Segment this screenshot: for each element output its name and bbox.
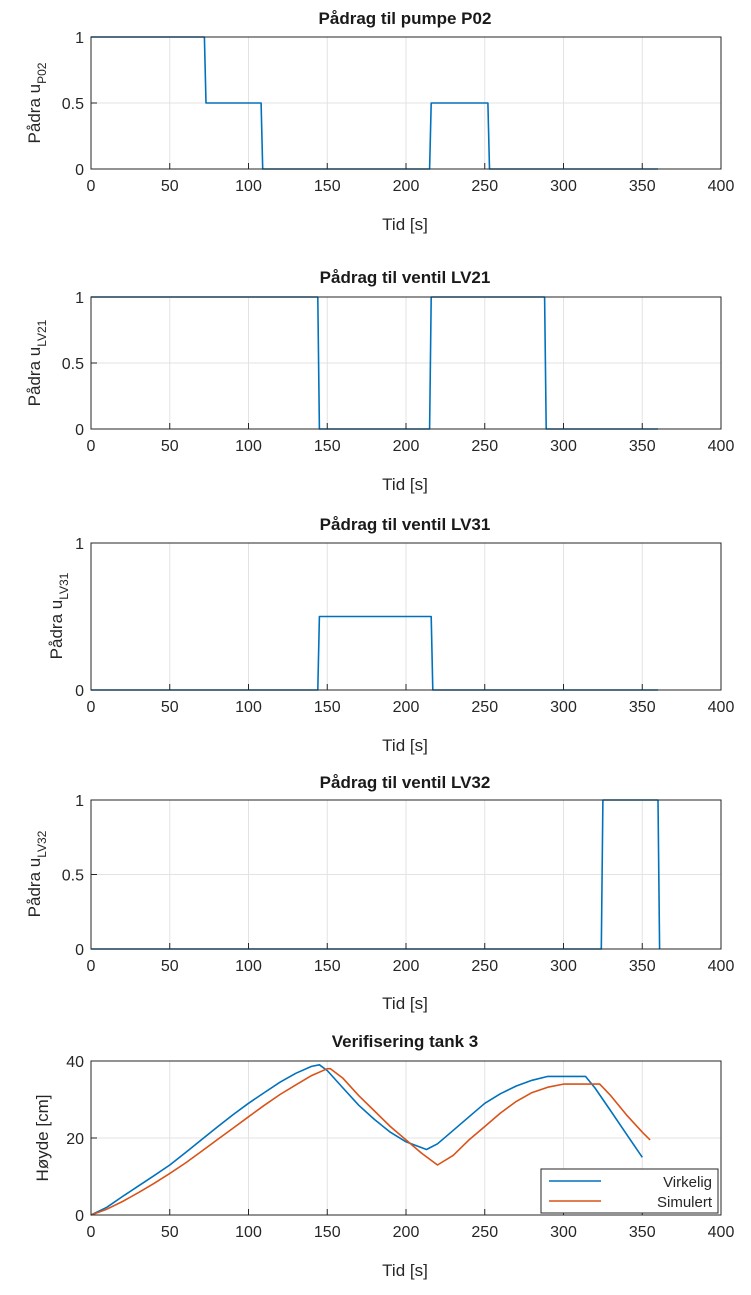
x-tick-label: 100 [235, 178, 262, 195]
y-tick-label: 0.5 [62, 356, 84, 373]
y-tick-label: 0 [75, 683, 84, 700]
x-tick-label: 150 [314, 699, 341, 716]
x-tick-label: 0 [87, 178, 96, 195]
x-tick-label: 200 [393, 699, 420, 716]
x-tick-label: 400 [708, 1224, 735, 1241]
x-tick-label: 50 [161, 699, 179, 716]
y-axis-label: Pådra uLV31 [47, 572, 71, 659]
x-tick-label: 300 [550, 699, 577, 716]
y-axis-label: Pådra uLV32 [25, 830, 49, 917]
y-axis-label-subscript: LV32 [35, 830, 49, 857]
series-line-virkelig [90, 1064, 643, 1216]
x-tick-label: 0 [87, 958, 96, 975]
y-axis-label: Pådra uP02 [25, 62, 49, 143]
x-tick-label: 400 [708, 699, 735, 716]
y-axis-label-subscript: LV21 [35, 319, 49, 346]
legend-label-simulert: Simulert [657, 1194, 713, 1211]
x-tick-label: 300 [550, 178, 577, 195]
series-line-simulert [90, 1067, 651, 1216]
x-tick-label: 100 [235, 958, 262, 975]
y-tick-label: 1 [75, 30, 84, 47]
x-tick-label: 50 [161, 178, 179, 195]
x-tick-label: 350 [629, 438, 656, 455]
x-tick-label: 300 [550, 958, 577, 975]
y-tick-label: 0 [75, 942, 84, 959]
y-axis-label: Høyde [cm] [33, 1095, 52, 1182]
x-axis-label: Tid [s] [382, 475, 428, 494]
legend: Virkelig Simulert [540, 1168, 719, 1214]
y-axis-label: Pådra uLV21 [25, 319, 49, 406]
subplot-title: Pådrag til ventil LV31 [320, 515, 491, 534]
subplot-verification-tank-3: Verifisering tank 3 0 50 100 150 200 250 300 35… [33, 1032, 734, 1280]
subplot-title: Pådrag til pumpe P02 [319, 9, 492, 28]
y-tick-label: 1 [75, 536, 84, 553]
legend-label-virkelig: Virkelig [663, 1174, 712, 1191]
y-tick-label: 0.5 [62, 868, 84, 885]
x-tick-label: 300 [550, 1224, 577, 1241]
x-axis-label: Tid [s] [382, 736, 428, 755]
y-tick-label: 20 [66, 1131, 84, 1148]
x-tick-label: 150 [314, 958, 341, 975]
series-line-0 [91, 296, 658, 430]
x-tick-label: 250 [471, 958, 498, 975]
x-tick-label: 150 [314, 178, 341, 195]
subplot-title: Pådrag til ventil LV21 [320, 268, 491, 287]
y-axis-label-subscript: LV31 [57, 572, 71, 599]
y-axis-label-subscript: P02 [35, 62, 49, 84]
x-axis-label: Tid [s] [382, 215, 428, 234]
x-tick-label: 0 [87, 699, 96, 716]
legend-box [540, 1168, 719, 1214]
y-tick-label: 1 [75, 290, 84, 307]
x-tick-label: 300 [550, 438, 577, 455]
x-tick-label: 350 [629, 1224, 656, 1241]
x-tick-label: 250 [471, 178, 498, 195]
x-tick-label: 50 [161, 958, 179, 975]
subplot-valve-lv32: Pådrag til ventil LV32 0 50 100 150 200 250 30… [25, 773, 734, 1013]
x-tick-label: 150 [314, 1224, 341, 1241]
subplot-valve-lv31: Pådrag til ventil LV31 0 50 100 150 200 250 30… [47, 515, 734, 755]
x-tick-label: 0 [87, 438, 96, 455]
x-tick-label: 200 [393, 178, 420, 195]
x-tick-label: 250 [471, 699, 498, 716]
y-tick-label: 40 [66, 1054, 84, 1071]
y-tick-label: 0 [75, 422, 84, 439]
subplot-pump-p02: Pådrag til pumpe P02 0 50 100 150 200 250 300 3… [25, 9, 734, 234]
x-tick-label: 50 [161, 438, 179, 455]
x-tick-label: 400 [708, 438, 735, 455]
x-tick-label: 100 [235, 699, 262, 716]
x-tick-label: 400 [708, 178, 735, 195]
y-tick-label: 0 [75, 162, 84, 179]
x-tick-label: 250 [471, 438, 498, 455]
x-tick-label: 100 [235, 438, 262, 455]
y-tick-label: 0 [75, 1208, 84, 1225]
x-tick-label: 0 [87, 1224, 96, 1241]
x-tick-label: 50 [161, 1224, 179, 1241]
x-tick-label: 200 [393, 1224, 420, 1241]
subplot-title: Verifisering tank 3 [332, 1032, 478, 1051]
x-tick-label: 350 [629, 958, 656, 975]
x-tick-label: 350 [629, 178, 656, 195]
x-axis-label: Tid [s] [382, 1261, 428, 1280]
x-tick-label: 150 [314, 438, 341, 455]
y-tick-label: 0.5 [62, 96, 84, 113]
x-tick-label: 250 [471, 1224, 498, 1241]
x-tick-label: 400 [708, 958, 735, 975]
x-axis-label: Tid [s] [382, 994, 428, 1013]
subplot-valve-lv21: Pådrag til ventil LV21 0 50 100 150 200 250 30… [25, 268, 734, 494]
x-tick-label: 200 [393, 438, 420, 455]
x-tick-label: 100 [235, 1224, 262, 1241]
x-tick-label: 350 [629, 699, 656, 716]
subplot-title: Pådrag til ventil LV32 [320, 773, 491, 792]
y-tick-label: 1 [75, 793, 84, 810]
x-tick-label: 200 [393, 958, 420, 975]
